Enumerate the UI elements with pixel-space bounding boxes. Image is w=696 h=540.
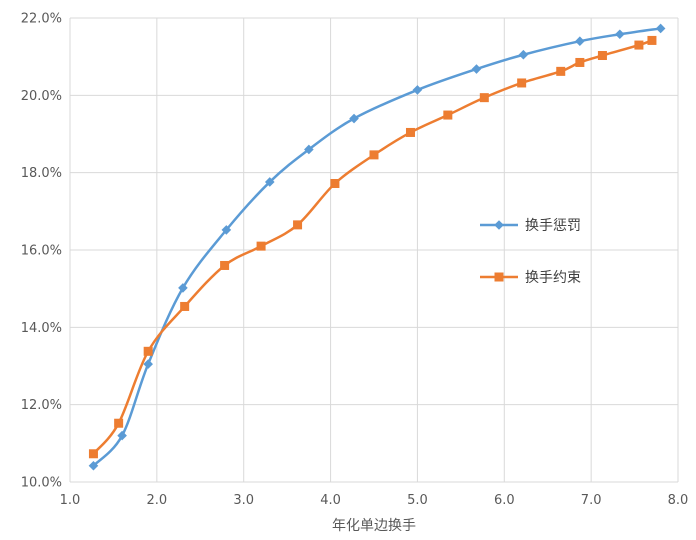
data-point — [655, 23, 666, 34]
legend-item: 换手惩罚 — [480, 217, 581, 234]
y-tick-label: 16.0% — [21, 244, 62, 259]
series-2 — [88, 35, 657, 459]
series-line — [92, 39, 653, 455]
data-point — [575, 57, 585, 67]
x-axis-title: 年化单边换手 — [332, 517, 416, 534]
data-point — [369, 150, 379, 160]
data-point — [647, 35, 657, 45]
y-tick-label: 20.0% — [21, 89, 62, 104]
y-axis-ticks: 10.0% 12.0% 14.0% 16.0% 18.0% 20.0% 22.0% — [21, 12, 62, 491]
series-line — [92, 27, 661, 467]
x-tick-label: 6.0 — [494, 493, 515, 508]
data-point — [443, 110, 453, 120]
data-point — [143, 359, 153, 369]
data-point — [180, 301, 190, 311]
data-point — [615, 29, 625, 40]
legend-label: 换手惩罚 — [525, 217, 581, 234]
y-tick-label: 12.0% — [21, 398, 62, 413]
data-point — [634, 40, 644, 50]
data-point — [293, 220, 303, 230]
data-point — [143, 346, 153, 356]
data-point — [479, 93, 489, 103]
data-point — [597, 51, 607, 61]
legend-marker — [494, 272, 504, 282]
x-tick-label: 5.0 — [407, 493, 428, 508]
x-tick-label: 4.0 — [320, 493, 341, 508]
x-axis-ticks: 1.0 2.0 3.0 4.0 5.0 6.0 7.0 8.0 — [60, 493, 689, 508]
data-point — [220, 260, 230, 270]
data-point — [349, 113, 359, 124]
data-point — [412, 85, 423, 95]
data-point — [256, 241, 266, 251]
series-1 — [88, 23, 666, 471]
y-tick-label: 22.0% — [21, 12, 62, 27]
y-tick-label: 10.0% — [21, 476, 62, 491]
data-point — [517, 78, 527, 88]
series-layer — [88, 23, 666, 471]
y-tick-label: 18.0% — [21, 166, 62, 181]
x-tick-label: 7.0 — [581, 493, 602, 508]
data-point — [575, 36, 585, 46]
data-point — [471, 64, 482, 74]
data-point — [117, 430, 127, 441]
legend-marker — [494, 220, 504, 230]
data-point — [330, 178, 340, 188]
data-point — [405, 127, 415, 137]
data-point — [304, 144, 314, 155]
y-tick-label: 14.0% — [21, 321, 62, 336]
grid-lines — [69, 17, 679, 483]
data-point — [88, 449, 98, 459]
data-point — [88, 460, 99, 471]
data-point — [114, 418, 124, 428]
legend-item: 换手约束 — [480, 269, 581, 286]
x-tick-label: 3.0 — [233, 493, 254, 508]
data-point — [221, 225, 232, 235]
data-point — [518, 49, 529, 60]
x-tick-label: 2.0 — [147, 493, 168, 508]
x-tick-label: 1.0 — [60, 493, 81, 508]
data-point — [264, 177, 275, 187]
data-point — [178, 283, 188, 293]
data-point — [556, 66, 566, 76]
x-tick-label: 8.0 — [668, 493, 689, 508]
legend-label: 换手约束 — [525, 269, 581, 286]
